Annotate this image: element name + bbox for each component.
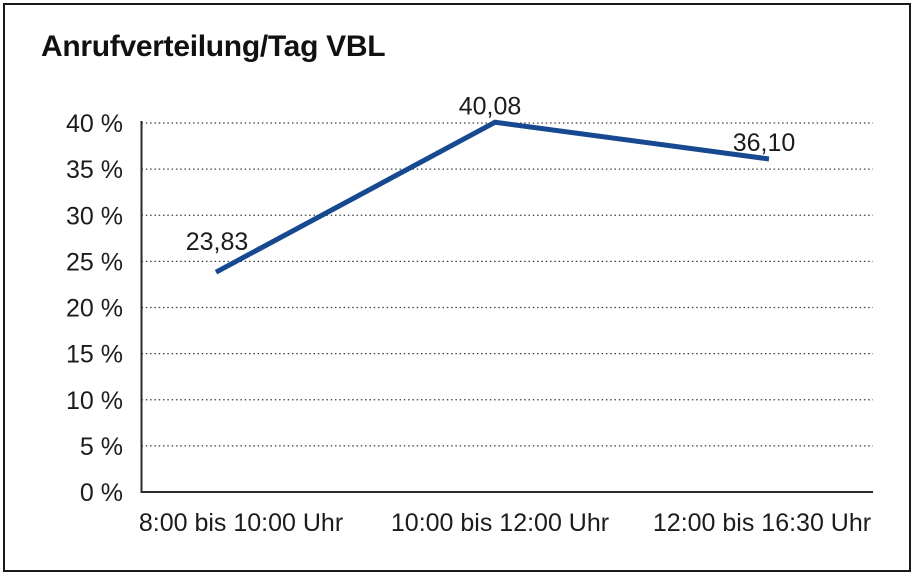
y-axis-tick-label: 30 % (66, 202, 123, 230)
y-axis-tick-label: 25 % (66, 248, 123, 276)
x-axis-category-label: 12:00 bis 16:30 Uhr (653, 509, 871, 537)
data-point-label: 36,10 (733, 129, 796, 157)
x-axis-category-label: 8:00 bis 10:00 Uhr (139, 509, 343, 537)
series-line (214, 119, 770, 275)
chart-title: Anrufverteilung/Tag VBL (41, 30, 386, 63)
y-axis-tick-label: 35 % (66, 156, 123, 184)
y-axis-tick-label: 5 % (80, 433, 123, 461)
chart-frame-border (3, 3, 911, 572)
y-axis-tick-label: 40 % (66, 110, 123, 138)
y-axis-tick-label: 10 % (66, 387, 123, 415)
y-axis-tick-label: 15 % (66, 341, 123, 369)
x-axis-category-label: 10:00 bis 12:00 Uhr (391, 509, 609, 537)
data-point-label: 23,83 (186, 228, 249, 256)
y-axis-tick-label: 20 % (66, 295, 123, 323)
data-point-label: 40,08 (459, 92, 522, 120)
y-axis-tick-label: 0 % (80, 479, 123, 507)
